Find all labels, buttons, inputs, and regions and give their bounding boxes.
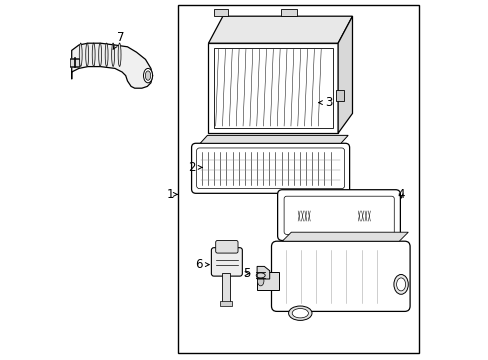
Polygon shape [213, 9, 228, 16]
Text: 5: 5 [243, 267, 250, 280]
Polygon shape [337, 16, 352, 133]
Text: 4: 4 [397, 188, 404, 201]
Polygon shape [72, 43, 152, 88]
Polygon shape [282, 232, 407, 241]
Ellipse shape [99, 43, 102, 66]
Bar [178, 5, 418, 353]
FancyBboxPatch shape [277, 190, 400, 240]
FancyBboxPatch shape [215, 240, 238, 253]
Polygon shape [208, 16, 352, 43]
Polygon shape [208, 43, 337, 133]
Ellipse shape [85, 43, 88, 66]
FancyBboxPatch shape [211, 248, 242, 276]
Text: 1: 1 [166, 188, 177, 201]
Ellipse shape [92, 43, 95, 66]
Bar [222, 273, 230, 302]
Ellipse shape [257, 276, 264, 286]
Bar [220, 301, 232, 306]
Ellipse shape [79, 43, 82, 66]
Text: 6: 6 [195, 258, 209, 271]
Text: 2: 2 [188, 161, 202, 174]
FancyBboxPatch shape [191, 143, 349, 193]
Ellipse shape [118, 43, 121, 66]
Ellipse shape [292, 309, 308, 318]
Ellipse shape [143, 68, 152, 83]
FancyBboxPatch shape [271, 241, 409, 311]
Ellipse shape [396, 278, 405, 291]
Ellipse shape [288, 306, 311, 320]
Polygon shape [200, 135, 347, 143]
Ellipse shape [111, 43, 114, 66]
Ellipse shape [145, 71, 150, 80]
Polygon shape [257, 266, 269, 279]
Polygon shape [336, 90, 343, 101]
Polygon shape [70, 58, 79, 67]
Polygon shape [280, 9, 296, 16]
Text: 7: 7 [113, 31, 124, 49]
Text: 3: 3 [318, 96, 332, 109]
Ellipse shape [105, 43, 108, 66]
Ellipse shape [393, 274, 407, 294]
Polygon shape [257, 272, 278, 290]
